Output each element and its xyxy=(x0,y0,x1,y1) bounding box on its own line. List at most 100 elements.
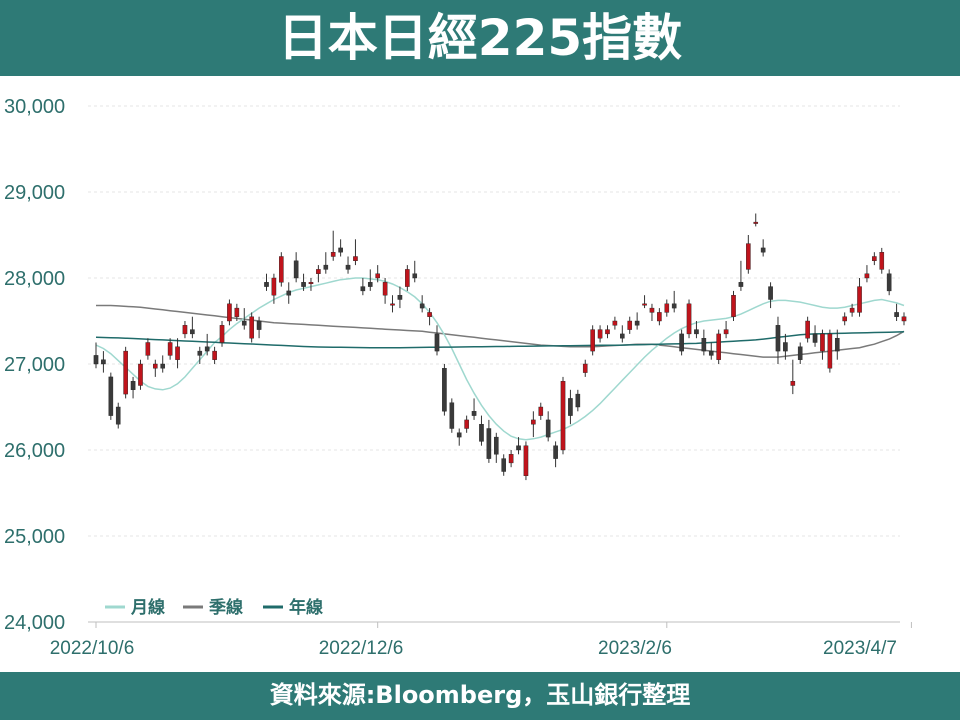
candle-body xyxy=(834,338,840,352)
candle-body xyxy=(308,282,314,285)
x-tick-label: 2023/2/6 xyxy=(598,638,672,659)
candle-body xyxy=(516,445,521,451)
ma-quarter-line xyxy=(96,304,905,358)
x-tick-label: 2023/4/7 xyxy=(823,638,897,659)
candle-body xyxy=(493,436,499,455)
candle-body xyxy=(227,303,232,322)
legend-label: 年線 xyxy=(289,597,323,618)
candle-body xyxy=(486,428,492,459)
candle-body xyxy=(434,333,440,352)
candle-body xyxy=(108,376,114,416)
candle-body xyxy=(479,424,484,442)
candle-body xyxy=(575,393,581,408)
candle-body xyxy=(412,273,418,279)
candle-body xyxy=(797,346,803,360)
ma-year-line xyxy=(95,331,905,349)
y-tick-label: 30,000 xyxy=(4,96,65,118)
y-tick-label: 24,000 xyxy=(4,612,65,634)
candle-body xyxy=(582,363,588,373)
candle-body xyxy=(679,333,684,352)
candle-body xyxy=(894,312,899,317)
candle-body xyxy=(872,256,877,262)
candle-body xyxy=(190,329,195,335)
candle-body xyxy=(234,307,240,317)
candle-body xyxy=(901,316,907,322)
candle-body xyxy=(167,342,173,356)
candle-body xyxy=(397,294,403,300)
candle-body xyxy=(775,325,781,352)
legend-label: 月線 xyxy=(130,597,165,618)
y-tick-label: 26,000 xyxy=(4,440,65,462)
candle-body xyxy=(330,251,336,257)
candle-body xyxy=(241,320,247,326)
candle-body xyxy=(405,269,410,287)
candle-body xyxy=(612,320,618,326)
candle-body xyxy=(442,368,447,412)
candle-body xyxy=(471,411,477,416)
candle-body xyxy=(879,251,885,270)
candlestick-chart: 30,000 29,000 28,000 27,000 26,000 25,000 24,0… xyxy=(4,96,912,659)
source-note: 資料來源:Bloomberg，玉山銀行整理 xyxy=(0,672,960,720)
candle-body xyxy=(301,282,306,287)
candle-body xyxy=(671,303,677,309)
candle-body xyxy=(508,454,514,464)
candle-body xyxy=(323,264,329,270)
candle-body xyxy=(694,329,699,335)
candle-body xyxy=(538,406,544,416)
candle-body xyxy=(419,303,425,309)
candle-body xyxy=(790,381,796,386)
candle-body xyxy=(316,269,321,274)
chart-area: 30,000 29,000 28,000 27,000 26,000 25,000 24,0… xyxy=(0,76,960,672)
candle-body xyxy=(649,307,655,313)
candle-body xyxy=(345,264,351,270)
candle-body xyxy=(271,277,277,296)
candle-body xyxy=(746,243,751,270)
candle-body xyxy=(545,419,551,438)
candle-body xyxy=(160,363,166,369)
candle-body xyxy=(590,329,595,352)
candle-body xyxy=(627,320,633,330)
candle-body xyxy=(182,325,188,335)
candle-body xyxy=(123,350,128,395)
candle-body xyxy=(449,402,455,429)
chart-title: 日本日經225指數 xyxy=(0,0,960,76)
candle-body xyxy=(279,256,284,283)
candle-body xyxy=(531,419,536,425)
candle-body xyxy=(708,350,714,356)
y-tick-label: 28,000 xyxy=(4,268,65,290)
candle-body xyxy=(731,294,736,317)
candle-body xyxy=(820,333,825,352)
candle-body xyxy=(427,312,432,317)
candle-body xyxy=(219,325,225,343)
candle-body xyxy=(760,247,766,253)
candle-body xyxy=(753,221,759,224)
candle-body xyxy=(768,286,773,300)
candle-body xyxy=(153,363,158,369)
candle-body xyxy=(138,363,143,386)
candle-body xyxy=(805,320,810,339)
candle-body xyxy=(101,359,106,365)
candle-body xyxy=(812,333,818,343)
candle-body xyxy=(701,338,707,352)
candle-body xyxy=(375,273,380,279)
candle-body xyxy=(642,303,647,306)
candle-body xyxy=(256,320,262,330)
candle-body xyxy=(93,355,99,365)
candle-body xyxy=(723,329,729,335)
candle-body xyxy=(293,260,299,279)
y-tick-label: 29,000 xyxy=(4,182,65,204)
candle-body xyxy=(353,256,358,262)
candle-body xyxy=(145,342,151,356)
candle-body xyxy=(568,398,573,416)
y-tick-label: 27,000 xyxy=(4,354,65,376)
candle-body xyxy=(560,381,566,451)
candle-body xyxy=(360,286,366,292)
candle-body xyxy=(686,303,692,335)
candle-body xyxy=(523,445,529,477)
candle-body xyxy=(827,333,833,369)
ma-month-line xyxy=(95,277,905,441)
candle-body xyxy=(390,303,395,306)
candle-body xyxy=(620,333,625,339)
candle-body xyxy=(501,458,507,472)
candle-body xyxy=(857,286,862,313)
